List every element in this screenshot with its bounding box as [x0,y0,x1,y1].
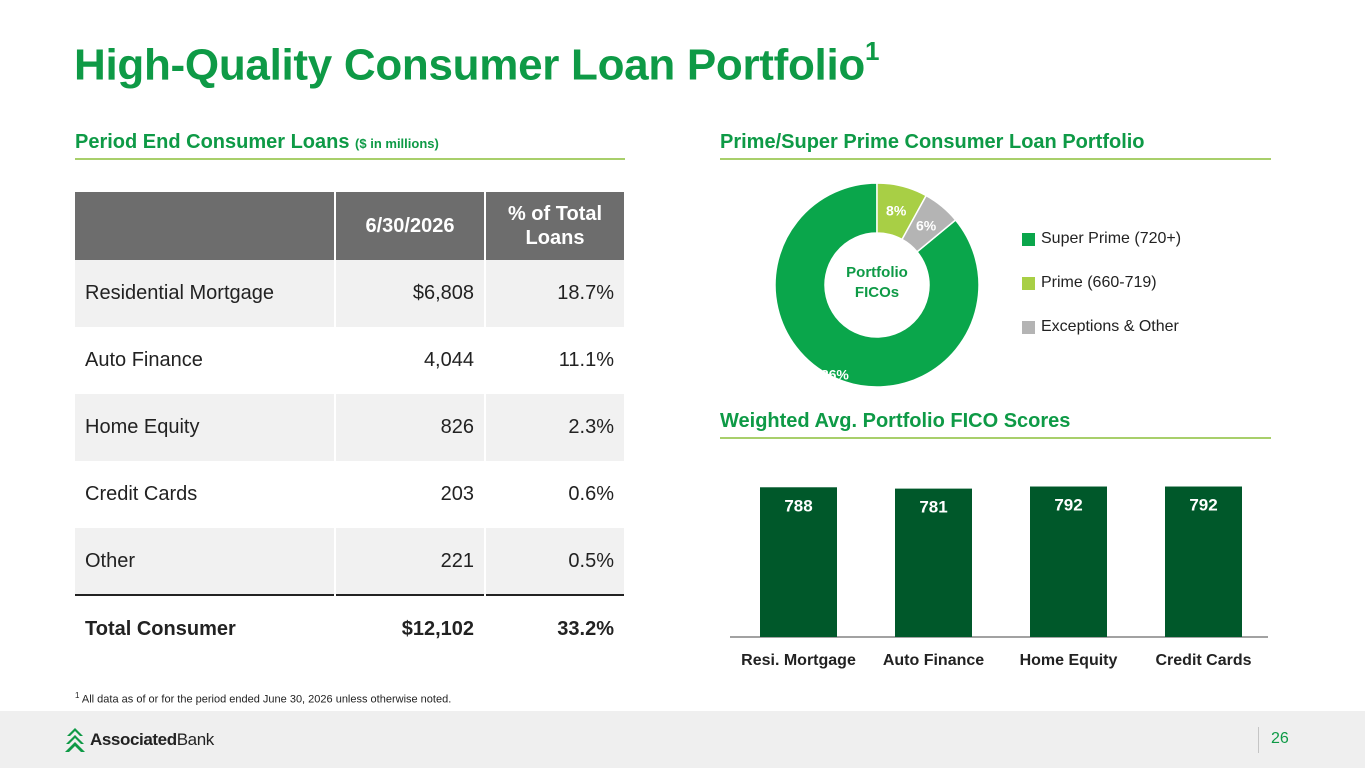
row-label: Residential Mortgage [75,260,335,327]
donut-center-label: FICOs [855,284,899,301]
bar-category-label: Auto Finance [883,652,984,669]
title-footnote-marker: 1 [864,36,880,66]
bar-value-label: 781 [919,498,947,517]
row-pct: 2.3% [484,394,624,461]
table-row: Credit Cards 203 0.6% [75,461,624,528]
bar-value-label: 788 [784,496,812,515]
bar-category-label: Credit Cards [1155,652,1251,669]
row-label: Credit Cards [85,483,198,505]
donut-label-super-prime: 86% [821,367,850,383]
fico-donut-chart: 86% 8% 6% Portfolio FICOs [774,182,980,388]
table-header-pct: % of Total Loans [484,192,624,260]
legend-label-super-prime: Super Prime (720+) [1041,230,1182,247]
prime-section-heading: Prime/Super Prime Consumer Loan Portfoli… [720,131,1271,160]
loans-section-heading: Period End Consumer Loans ($ in millions… [75,131,625,160]
logo-text-regular: Bank [176,730,215,749]
bar-category-label: Home Equity [1020,652,1118,669]
legend-swatch-super-prime [1022,232,1035,246]
consumer-loans-table: 6/30/2026 % of Total Loans Residential M… [75,192,624,662]
logo-text-bold: Associated [90,730,177,749]
footnote-text: All data as of or for the period ended J… [81,693,452,706]
page-number-divider [1258,727,1259,753]
row-value: $6,808 [334,260,485,327]
legend-item-exceptions: Exceptions & Other [1022,316,1181,338]
donut-label-exceptions: 6% [916,218,937,234]
fico-bar-chart: 788 Resi. Mortgage 781 Auto Finance 792 Home … [730,486,1268,669]
bar-home-equity [1030,486,1107,637]
bar-value-label: 792 [1189,496,1217,515]
row-pct: 18.7% [484,260,624,327]
row-label: Other [75,528,335,595]
legend-item-super-prime: Super Prime (720+) [1022,228,1181,250]
row-label: Home Equity [75,394,335,461]
row-value: 4,044 [334,327,485,394]
footer-bar: AssociatedBank 26 [0,711,1365,768]
loans-heading-note: ($ in millions) [355,136,439,151]
donut-center-label: Portfolio [846,264,908,281]
footnote-marker: 1 [75,691,80,700]
row-value: 826 [334,394,485,461]
bar-category-label: Resi. Mortgage [741,652,856,669]
row-pct: 11.1% [484,327,624,394]
donut-slice-super-prime [774,182,980,388]
legend-label-exceptions: Exceptions & Other [1041,318,1179,335]
bar-auto-finance [895,488,972,637]
row-label: Auto Finance [85,349,203,371]
table-row: Residential Mortgage $6,808 18.7% [75,260,624,327]
total-value: $12,102 [334,594,485,662]
chevron-tree-icon [65,728,85,752]
loans-heading-text: Period End Consumer Loans [75,131,350,153]
table-row: Home Equity 826 2.3% [75,394,624,461]
row-value: 203 [334,461,485,528]
footnote: 1 All data as of or for the period ended… [75,691,451,706]
table-header-row: 6/30/2026 % of Total Loans [75,192,624,260]
row-pct: 0.5% [484,528,624,595]
legend-item-prime: Prime (660-719) [1022,272,1181,294]
row-pct: 0.6% [484,461,624,528]
bar-credit-cards [1165,486,1242,637]
associated-bank-logo: AssociatedBank [64,727,214,753]
total-pct: 33.2% [484,594,624,662]
table-row: Auto Finance 4,044 11.1% [75,327,624,394]
bar-value-label: 792 [1054,496,1082,515]
table-row: Other 221 0.5% [75,528,624,595]
fico-section-heading: Weighted Avg. Portfolio FICO Scores [720,410,1271,439]
bar-resi-mortgage [760,487,837,637]
legend-swatch-exceptions [1022,320,1035,334]
page-title-text: High-Quality Consumer Loan Portfolio [74,40,865,90]
donut-slice-exceptions [901,194,957,253]
row-value: 221 [334,528,485,595]
table-header-date: 6/30/2026 [334,192,485,260]
table-total-row: Total Consumer $12,102 33.2% [75,594,624,662]
page-number: 26 [1271,730,1289,747]
legend-swatch-prime [1022,276,1035,290]
donut-label-prime: 8% [886,202,907,218]
table-header-blank [75,192,335,260]
legend-label-prime: Prime (660-719) [1041,274,1157,291]
donut-legend: Super Prime (720+) Prime (660-719) Excep… [1022,228,1181,360]
page-title: High-Quality Consumer Loan Portfolio1 [74,36,879,91]
total-label: Total Consumer [75,594,335,662]
